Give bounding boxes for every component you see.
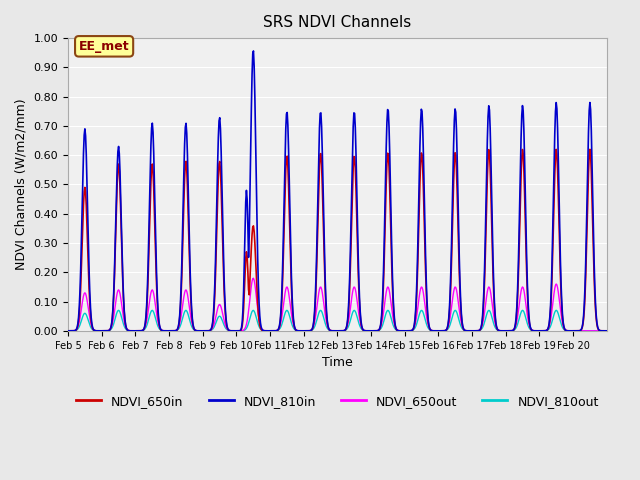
NDVI_810out bbox=[254, 320, 262, 325]
X-axis label: Time: Time bbox=[322, 356, 353, 369]
NDVI_810out bbox=[424, 324, 431, 330]
Line: NDVI_810out: NDVI_810out bbox=[68, 311, 607, 331]
NDVI_810in bbox=[227, 328, 234, 334]
NDVI_650in bbox=[423, 303, 431, 309]
NDVI_810in bbox=[274, 327, 282, 333]
NDVI_650out bbox=[274, 327, 282, 333]
NDVI_650in bbox=[127, 328, 135, 334]
NDVI_650out bbox=[64, 328, 72, 334]
NDVI_810in bbox=[424, 310, 431, 316]
NDVI_810in bbox=[254, 255, 262, 261]
NDVI_650out bbox=[424, 320, 431, 325]
NDVI_810out bbox=[128, 328, 136, 334]
NDVI_650in bbox=[603, 328, 611, 334]
Line: NDVI_650out: NDVI_650out bbox=[68, 278, 607, 331]
NDVI_810in bbox=[603, 328, 611, 334]
NDVI_810out bbox=[115, 308, 122, 313]
NDVI_810in bbox=[250, 48, 257, 54]
NDVI_810in bbox=[127, 328, 135, 334]
NDVI_650out bbox=[394, 327, 401, 333]
NDVI_650out bbox=[227, 328, 234, 334]
NDVI_650out bbox=[254, 307, 262, 312]
NDVI_810in bbox=[64, 328, 72, 334]
Line: NDVI_810in: NDVI_810in bbox=[68, 51, 607, 331]
NDVI_810in bbox=[394, 327, 401, 333]
NDVI_810out bbox=[64, 328, 72, 334]
NDVI_650in bbox=[393, 327, 401, 333]
NDVI_650in bbox=[64, 328, 72, 334]
NDVI_650in bbox=[586, 146, 594, 152]
NDVI_650in bbox=[227, 328, 234, 334]
NDVI_650out bbox=[250, 276, 257, 281]
NDVI_810out bbox=[394, 328, 401, 334]
NDVI_810out bbox=[227, 328, 235, 334]
NDVI_810out bbox=[603, 328, 611, 334]
Y-axis label: NDVI Channels (W/m2/mm): NDVI Channels (W/m2/mm) bbox=[15, 99, 28, 270]
Legend: NDVI_650in, NDVI_810in, NDVI_650out, NDVI_810out: NDVI_650in, NDVI_810in, NDVI_650out, NDV… bbox=[71, 390, 604, 413]
NDVI_650in bbox=[253, 288, 261, 293]
Text: EE_met: EE_met bbox=[79, 40, 129, 53]
Line: NDVI_650in: NDVI_650in bbox=[68, 149, 607, 331]
Title: SRS NDVI Channels: SRS NDVI Channels bbox=[263, 15, 412, 30]
NDVI_810out bbox=[274, 327, 282, 333]
NDVI_650out bbox=[127, 328, 135, 334]
NDVI_650out bbox=[603, 328, 611, 334]
NDVI_650in bbox=[273, 327, 281, 333]
